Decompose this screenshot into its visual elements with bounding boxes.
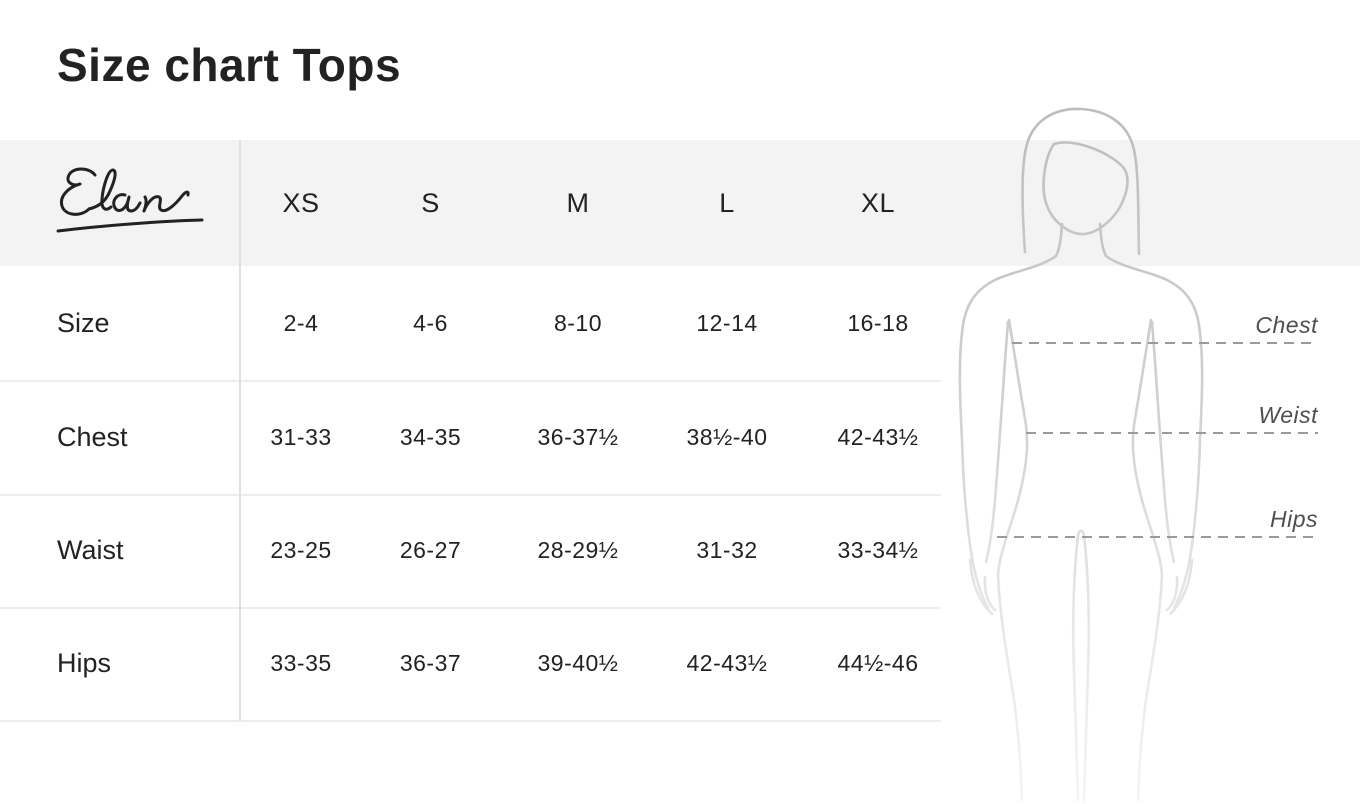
table-cell: 4-6	[413, 309, 448, 336]
table-cell: 12-14	[696, 309, 758, 336]
table-cell: 23-25	[270, 537, 332, 563]
size-header-xs: XS	[282, 187, 320, 218]
table-cell: 33-35	[270, 650, 332, 676]
figure-hair	[1021, 107, 1141, 256]
figure-inner-legs	[1071, 529, 1091, 802]
size-header-xl: XL	[860, 187, 896, 218]
table-cell: 38½-40	[686, 423, 768, 450]
table-cell: 2-4	[283, 309, 319, 336]
table-header-band	[0, 140, 1360, 266]
figure-left-hand	[968, 558, 997, 616]
table-cell: 26-27	[399, 537, 462, 563]
hips-measure-label: Hips	[1269, 506, 1318, 532]
row-separator	[0, 607, 941, 609]
table-row-hips: Hips 33-35 36-37 39-40½ 42-43½ 44½-46	[0, 607, 959, 720]
figure-right-torso	[1131, 318, 1164, 802]
table-cell: 36-37	[399, 650, 462, 676]
chest-measure-label: Chest	[1255, 312, 1318, 338]
table-row-size: Size 2-4 4-6 8-10 12-14 16-18	[0, 266, 959, 380]
page-title: Size chart Tops	[57, 39, 402, 91]
table-cell: 42-43½	[837, 423, 919, 450]
size-header-s: S	[421, 187, 440, 218]
table-cell: 34-35	[399, 423, 462, 450]
table-cell: 33-34½	[837, 537, 919, 563]
woman-body-outline-icon	[958, 107, 1318, 802]
row-separator	[0, 380, 941, 382]
table-cell: 44½-46	[837, 650, 919, 676]
row-label: Chest	[57, 421, 128, 452]
elan-signature-logo	[56, 167, 204, 233]
figure-left-torso	[996, 318, 1029, 802]
row-label: Size	[57, 307, 110, 338]
waist-measure-label: Weist	[1258, 402, 1318, 428]
table-cell: 31-32	[696, 537, 758, 563]
row-label: Hips	[57, 648, 112, 678]
table-cell: 39-40½	[537, 650, 619, 676]
column-divider	[239, 140, 241, 721]
brand-logo-cell	[0, 163, 240, 243]
table-row-waist: Waist 23-25 26-27 28-29½ 31-32 33-34½	[0, 494, 959, 607]
table-cell: 8-10	[553, 309, 603, 336]
table-cell: 31-33	[270, 423, 332, 450]
figure-left-arm	[958, 222, 1064, 610]
row-label: Waist	[57, 535, 124, 565]
figure-right-inner-arm	[1150, 320, 1176, 564]
size-header-row: XS S M L XL	[0, 140, 959, 266]
figure-face	[1042, 141, 1129, 236]
table-bottom-border	[0, 720, 941, 722]
figure-right-hand	[1165, 558, 1194, 616]
size-header-m: M	[566, 187, 590, 218]
table-cell: 28-29½	[537, 537, 619, 563]
table-cell: 16-18	[847, 309, 909, 336]
size-header-l: L	[719, 187, 735, 218]
figure-right-arm	[1098, 222, 1204, 610]
figure-left-inner-arm	[984, 320, 1010, 564]
table-cell: 36-37½	[537, 423, 619, 450]
table-row-chest: Chest 31-33 34-35 36-37½ 38½-40 42-43½	[0, 380, 959, 494]
row-separator	[0, 494, 941, 496]
table-cell: 42-43½	[686, 650, 768, 676]
